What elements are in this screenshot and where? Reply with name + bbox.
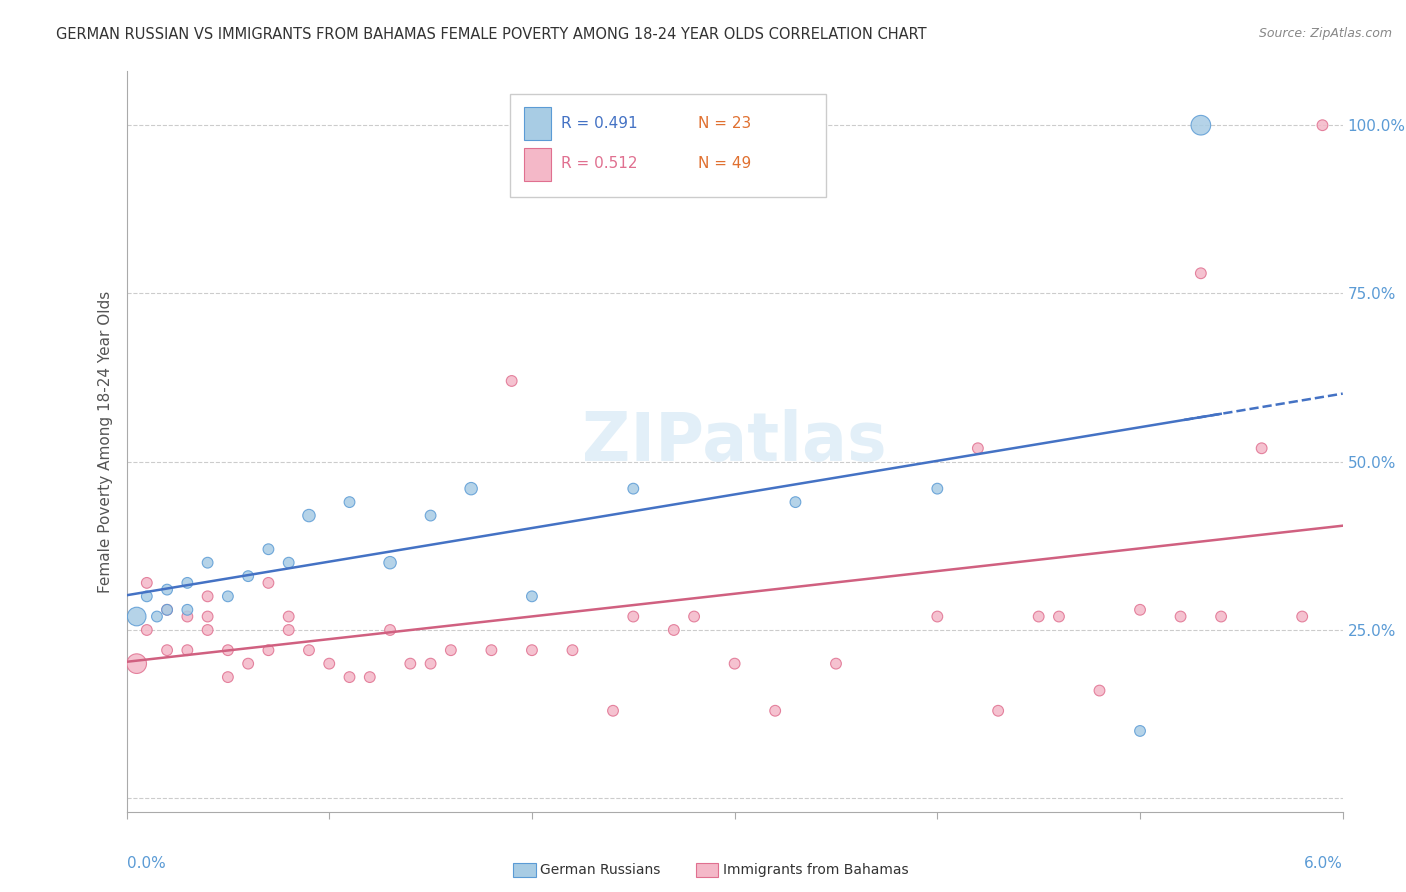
Point <box>176 603 198 617</box>
Point <box>621 609 644 624</box>
Point <box>339 670 361 684</box>
Point <box>236 657 259 671</box>
FancyBboxPatch shape <box>524 107 551 140</box>
Text: 0.0%: 0.0% <box>127 856 166 871</box>
Y-axis label: Female Poverty Among 18-24 Year Olds: Female Poverty Among 18-24 Year Olds <box>98 291 114 592</box>
Text: GERMAN RUSSIAN VS IMMIGRANTS FROM BAHAMAS FEMALE POVERTY AMONG 18-24 YEAR OLDS C: GERMAN RUSSIAN VS IMMIGRANTS FROM BAHAMA… <box>56 27 927 42</box>
Point <box>602 704 624 718</box>
Point <box>257 542 280 557</box>
Point <box>135 575 157 590</box>
Point <box>520 590 543 604</box>
Point <box>156 603 179 617</box>
Point <box>1028 609 1050 624</box>
Text: Source: ZipAtlas.com: Source: ZipAtlas.com <box>1258 27 1392 40</box>
Point <box>277 609 299 624</box>
Point <box>156 582 179 597</box>
FancyBboxPatch shape <box>524 147 551 181</box>
Point <box>520 643 543 657</box>
Point <box>197 556 219 570</box>
Point <box>1189 118 1212 132</box>
Point <box>1129 723 1152 738</box>
Point <box>176 575 198 590</box>
Point <box>217 670 239 684</box>
Point <box>1291 609 1313 624</box>
Point <box>378 556 401 570</box>
Point <box>723 657 745 671</box>
Point <box>481 643 503 657</box>
Point <box>277 556 299 570</box>
Point <box>440 643 463 657</box>
Text: Immigrants from Bahamas: Immigrants from Bahamas <box>723 863 908 877</box>
Point <box>1047 609 1070 624</box>
Point <box>125 657 148 671</box>
Point <box>156 603 179 617</box>
Text: N = 23: N = 23 <box>699 116 751 131</box>
Point <box>156 643 179 657</box>
Point <box>825 657 848 671</box>
Point <box>1312 118 1334 132</box>
Text: R = 0.491: R = 0.491 <box>561 116 637 131</box>
Point <box>257 575 280 590</box>
Point <box>1129 603 1152 617</box>
Point <box>135 623 157 637</box>
Point <box>217 643 239 657</box>
Point <box>125 609 148 624</box>
Point <box>662 623 685 637</box>
Text: N = 49: N = 49 <box>699 156 751 171</box>
Point <box>399 657 422 671</box>
Point <box>1088 683 1111 698</box>
Point <box>967 442 990 456</box>
Point <box>339 495 361 509</box>
Point <box>763 704 786 718</box>
Point <box>378 623 401 637</box>
Point <box>419 508 441 523</box>
Point <box>146 609 169 624</box>
Point <box>257 643 280 657</box>
Text: ZIPatlas: ZIPatlas <box>582 409 887 475</box>
Point <box>1250 442 1272 456</box>
Point <box>785 495 807 509</box>
Point <box>1211 609 1233 624</box>
Point <box>1170 609 1192 624</box>
Point <box>359 670 381 684</box>
Point <box>460 482 482 496</box>
Point <box>927 609 949 624</box>
Point <box>176 609 198 624</box>
Point <box>419 657 441 671</box>
Point <box>621 482 644 496</box>
Point <box>298 508 321 523</box>
Point <box>501 374 523 388</box>
Point <box>197 623 219 637</box>
Point <box>683 609 706 624</box>
Point <box>561 643 583 657</box>
Point <box>987 704 1010 718</box>
Point <box>197 609 219 624</box>
Point <box>197 590 219 604</box>
Point <box>236 569 259 583</box>
Text: German Russians: German Russians <box>540 863 661 877</box>
Point <box>135 590 157 604</box>
Text: R = 0.512: R = 0.512 <box>561 156 637 171</box>
FancyBboxPatch shape <box>509 94 825 197</box>
Point <box>217 590 239 604</box>
Text: 6.0%: 6.0% <box>1303 856 1343 871</box>
Point <box>318 657 340 671</box>
Point <box>1189 266 1212 280</box>
Point <box>927 482 949 496</box>
Point <box>176 643 198 657</box>
Point <box>277 623 299 637</box>
Point <box>298 643 321 657</box>
